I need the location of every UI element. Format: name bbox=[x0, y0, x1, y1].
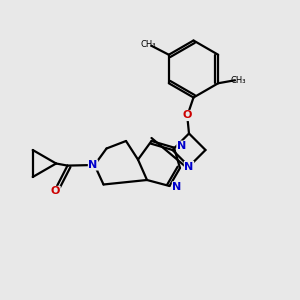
Text: CH₃: CH₃ bbox=[141, 40, 156, 49]
Text: N: N bbox=[184, 161, 194, 172]
Text: N: N bbox=[177, 141, 186, 151]
Text: O: O bbox=[183, 110, 192, 121]
Text: CH₃: CH₃ bbox=[231, 76, 246, 85]
Text: N: N bbox=[88, 160, 98, 170]
Text: O: O bbox=[51, 186, 60, 197]
Text: N: N bbox=[172, 182, 182, 192]
